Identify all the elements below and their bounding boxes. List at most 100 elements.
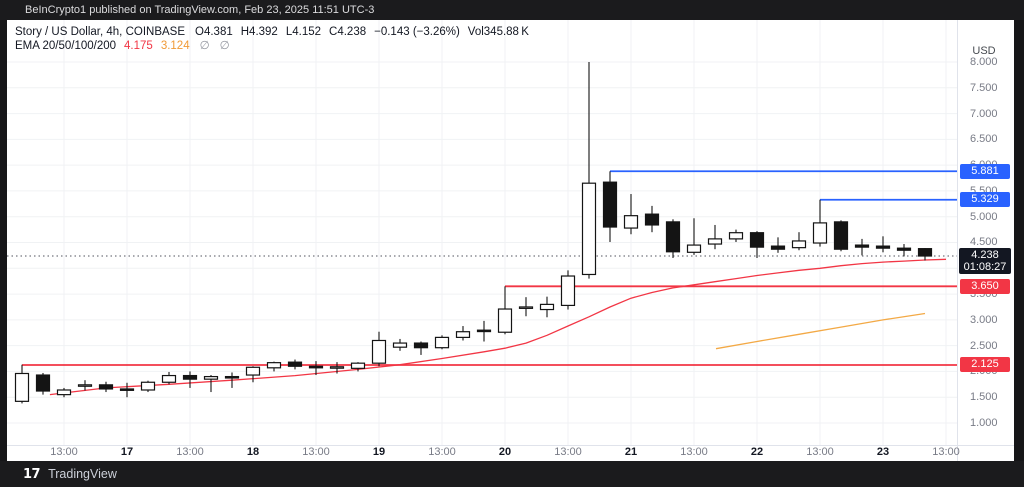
chart-window[interactable]: Story / US Dollar, 4h, COINBASE O4.381 H… <box>7 20 1014 461</box>
candle-down <box>875 245 891 249</box>
candle-up <box>161 374 177 383</box>
time-tick-day: 22 <box>750 446 764 458</box>
current-price-value: 4.238 <box>971 249 999 261</box>
candle-up <box>350 362 366 369</box>
ema-empty-icon: ∅ <box>199 40 210 52</box>
candle-down <box>917 248 933 257</box>
candle-up <box>392 342 408 348</box>
candle-down <box>833 221 849 250</box>
tradingview-logo-icon[interactable]: 17 <box>23 466 41 482</box>
candle-up <box>329 366 345 369</box>
candle-up <box>140 381 156 391</box>
time-tick: 13:00 <box>932 446 960 458</box>
legend-ema-row[interactable]: EMA 20/50/100/200 4.175 3.124 ∅ ∅ <box>15 39 529 53</box>
candle-up <box>518 306 534 309</box>
candle-down <box>119 388 135 391</box>
candle-up <box>686 244 702 253</box>
price-line-label-5.881[interactable]: 5.881 <box>960 163 1010 179</box>
candle-down <box>665 221 681 253</box>
price-tick: 1.000 <box>970 416 998 429</box>
candle-down <box>476 329 492 333</box>
candle-down <box>896 247 912 251</box>
publish-banner: BeInCrypto1 published on TradingView.com… <box>0 0 1024 20</box>
candle-down <box>749 232 765 248</box>
ema-empty-icon: ∅ <box>219 40 230 52</box>
candle-up <box>539 303 555 311</box>
candle-up <box>203 375 219 380</box>
time-tick: 13:00 <box>176 446 204 458</box>
price-tick: 2.500 <box>970 339 998 352</box>
ohlc-low: L4.152 <box>285 26 322 38</box>
ohlc-open: O4.381 <box>195 26 233 38</box>
candle-up <box>707 238 723 245</box>
time-tick: 13:00 <box>806 446 834 458</box>
price-scale-currency[interactable]: USD <box>972 45 996 57</box>
candle-up <box>77 384 93 387</box>
ema-indicator-label[interactable]: EMA 20/50/100/200 <box>15 40 117 52</box>
candle-down <box>98 384 114 390</box>
price-tick: 6.500 <box>970 133 998 146</box>
candle-up <box>812 222 828 244</box>
time-tick-day: 19 <box>372 446 386 458</box>
time-tick-day: 17 <box>120 446 134 458</box>
price-line-label-5.329[interactable]: 5.329 <box>960 192 1010 208</box>
legend-symbol-row[interactable]: Story / US Dollar, 4h, COINBASE O4.381 H… <box>15 25 529 39</box>
candle-down <box>413 342 429 349</box>
bar-countdown: 01:08:27 <box>963 261 1007 273</box>
price-tick: 4.500 <box>970 236 998 249</box>
time-tick: 13:00 <box>428 446 456 458</box>
price-tick: 1.500 <box>970 391 998 404</box>
ema20-value: 4.175 <box>124 40 153 52</box>
price-tick: 7.000 <box>970 107 998 120</box>
candle-down <box>224 375 240 379</box>
time-tick-day: 21 <box>624 446 638 458</box>
time-tick: 13:00 <box>554 446 582 458</box>
candle-up <box>371 339 387 364</box>
time-tick-day: 23 <box>876 446 890 458</box>
symbol-title[interactable]: Story / US Dollar, 4h, COINBASE <box>15 26 186 38</box>
candle-down <box>644 213 660 226</box>
candle-down <box>602 181 618 228</box>
chart-legend: Story / US Dollar, 4h, COINBASE O4.381 H… <box>15 25 529 53</box>
candle-up <box>728 232 744 240</box>
candle-up <box>434 336 450 349</box>
candle-up <box>245 366 261 376</box>
ohlc-high: H4.392 <box>240 26 278 38</box>
time-tick: 13:00 <box>680 446 708 458</box>
tradingview-brand[interactable]: TradingView <box>48 467 117 481</box>
candle-down <box>182 374 198 380</box>
candle-up <box>455 331 471 338</box>
current-price-label: 4.238 01:08:27 <box>959 248 1011 274</box>
candle-up <box>581 182 597 276</box>
time-tick: 13:00 <box>302 446 330 458</box>
candle-down <box>854 244 870 248</box>
time-tick: 13:00 <box>50 446 78 458</box>
price-tick: 7.500 <box>970 81 998 94</box>
price-tick: 5.000 <box>970 210 998 223</box>
ohlc-close: C4.238 <box>329 26 367 38</box>
candle-down <box>35 374 51 392</box>
price-line-label-3.650[interactable]: 3.650 <box>960 278 1010 294</box>
ema50-value: 3.124 <box>160 40 190 52</box>
candle-down <box>287 361 303 367</box>
time-tick-day: 20 <box>498 446 512 458</box>
volume-readout: Vol345.88 K <box>467 26 529 38</box>
candle-up <box>266 362 282 369</box>
publish-banner-text: BeInCrypto1 published on TradingView.com… <box>25 4 375 16</box>
candle-up <box>623 215 639 229</box>
footer-bar: 17 TradingView <box>0 461 1024 487</box>
candle-up <box>56 389 72 396</box>
ema50-line <box>715 312 926 350</box>
time-tick-day: 18 <box>246 446 260 458</box>
candle-up <box>14 372 30 402</box>
price-line-label-2.125[interactable]: 2.125 <box>960 357 1010 373</box>
chart-plot[interactable] <box>7 20 1014 461</box>
candle-up <box>560 275 576 307</box>
price-tick: 3.000 <box>970 313 998 326</box>
candle-up <box>791 240 807 249</box>
candle-up <box>497 308 513 333</box>
price-scale[interactable]: USD 8.0007.5007.0006.5006.0005.5005.0004… <box>958 20 1014 461</box>
candle-down <box>308 365 324 369</box>
candle-down <box>770 245 786 250</box>
